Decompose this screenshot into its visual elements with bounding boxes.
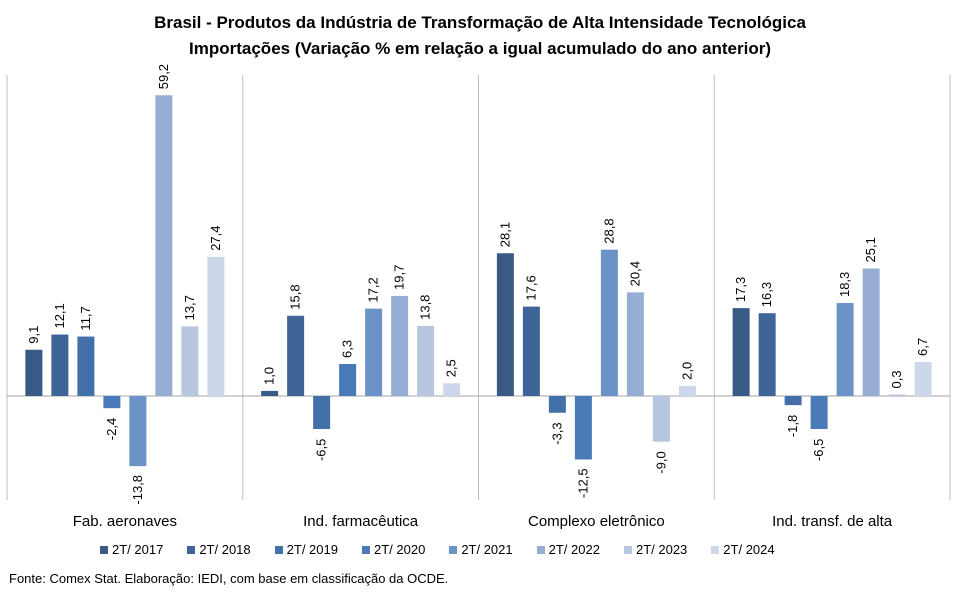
legend-label: 2T/ 2018 — [199, 542, 251, 557]
legend-label: 2T/ 2021 — [461, 542, 513, 557]
legend-swatch — [711, 545, 720, 554]
bar — [129, 396, 147, 467]
data-label: 2,0 — [679, 362, 694, 380]
data-label: 17,6 — [523, 275, 538, 300]
bar — [836, 303, 854, 396]
data-label: -6,5 — [811, 439, 826, 461]
data-label: 18,3 — [837, 272, 852, 297]
bar — [77, 336, 95, 396]
bar — [496, 253, 514, 396]
legend-swatch — [187, 545, 196, 554]
bar — [914, 361, 932, 396]
legend-label: 2T/ 2017 — [112, 542, 164, 557]
bar — [574, 396, 592, 460]
bar — [548, 396, 566, 413]
bar — [862, 268, 880, 396]
bar — [313, 396, 331, 430]
legend-item: 2T/ 2021 — [449, 542, 513, 557]
bar — [103, 396, 121, 409]
bar — [652, 396, 670, 442]
legend-item: 2T/ 2019 — [274, 542, 338, 557]
legend-label: 2T/ 2024 — [723, 542, 775, 557]
bar — [339, 363, 357, 396]
data-label: 16,3 — [759, 282, 774, 307]
data-label: -6,5 — [314, 439, 329, 461]
data-label: 6,7 — [915, 338, 930, 356]
data-label: 13,8 — [418, 295, 433, 320]
data-label: 9,1 — [26, 326, 41, 344]
data-label: -1,8 — [785, 415, 800, 437]
legend-swatch — [536, 545, 545, 554]
legend-label: 2T/ 2020 — [373, 542, 426, 557]
data-label: 27,4 — [208, 225, 223, 250]
legend-label: 2T/ 2022 — [548, 542, 600, 557]
data-label: 28,1 — [497, 222, 512, 247]
bar — [417, 325, 435, 396]
category-label: Ind. farmacêutica — [303, 513, 419, 530]
data-label: 1,0 — [262, 367, 277, 385]
data-label: 20,4 — [627, 261, 642, 286]
legend-swatch — [361, 545, 370, 554]
data-label: 59,2 — [156, 64, 171, 89]
category-label: Ind. transf. de alta — [772, 513, 893, 530]
chart-legend: 2T/ 2017 2T/ 2018 2T/ 2019 2T/ 2020 2T/ 2021… — [100, 542, 799, 557]
bar — [732, 308, 750, 396]
data-label: -13,8 — [130, 475, 145, 505]
legend-swatch — [100, 545, 108, 554]
chart-title-line1: Brasil - Produtos da Indústria de Transf… — [154, 13, 806, 32]
data-label: -2,4 — [104, 418, 119, 440]
bar-chart: 9,1 12,1 11,7 -2,4 -13,8 59,2 13,7 27,4 Fab. aer… — [6, 64, 951, 530]
source-note: Fonte: Comex Stat. Elaboração: IEDI, com… — [9, 571, 449, 586]
legend-swatch — [623, 545, 632, 554]
bar — [155, 95, 173, 396]
category-label: Complexo eletrônico — [528, 513, 665, 530]
bar — [365, 308, 383, 396]
legend-item: 2T/ 2020 — [361, 542, 426, 557]
bar — [25, 349, 43, 396]
chart-title: Brasil - Produtos da Indústria de Transf… — [0, 10, 960, 62]
bar — [261, 390, 279, 396]
bar — [51, 334, 69, 396]
legend-item: 2T/ 2023 — [623, 542, 688, 557]
bar — [678, 385, 696, 396]
data-label: -9,0 — [653, 451, 668, 473]
legend-label: 2T/ 2023 — [635, 542, 688, 557]
bar — [784, 396, 802, 406]
bar — [391, 295, 409, 396]
data-label: -3,3 — [549, 422, 564, 444]
data-label: 12,1 — [52, 303, 67, 328]
bar — [626, 292, 644, 396]
bar — [443, 383, 461, 396]
data-label: 28,8 — [601, 218, 616, 243]
bar — [758, 313, 776, 396]
legend-label: 2T/ 2019 — [286, 542, 338, 557]
data-label: 17,3 — [733, 277, 748, 302]
data-label: -12,5 — [575, 468, 590, 498]
data-label: 25,1 — [863, 237, 878, 262]
data-label: 6,3 — [340, 340, 355, 358]
data-label: 0,3 — [889, 370, 904, 388]
bar — [522, 306, 540, 396]
bar — [181, 326, 199, 396]
legend-item: 2T/ 2024 — [711, 542, 775, 557]
data-label: 19,7 — [392, 265, 407, 290]
data-label: 2,5 — [444, 359, 459, 377]
bar — [287, 315, 305, 396]
legend-swatch — [274, 545, 283, 554]
data-label: 17,2 — [366, 277, 381, 302]
bar — [810, 396, 828, 430]
data-label: 15,8 — [288, 284, 303, 309]
legend-item: 2T/ 2022 — [536, 542, 600, 557]
legend-swatch — [449, 545, 458, 554]
data-label: 13,7 — [182, 295, 197, 320]
bar — [207, 256, 225, 396]
bar — [888, 394, 906, 396]
legend-item: 2T/ 2017 — [100, 542, 163, 557]
legend-item: 2T/ 2018 — [187, 542, 251, 557]
data-label: 11,7 — [78, 306, 93, 330]
category-label: Fab. aeronaves — [73, 513, 177, 530]
bar — [600, 249, 618, 396]
chart-title-line2: Importações (Variação % em relação a igu… — [189, 39, 771, 58]
